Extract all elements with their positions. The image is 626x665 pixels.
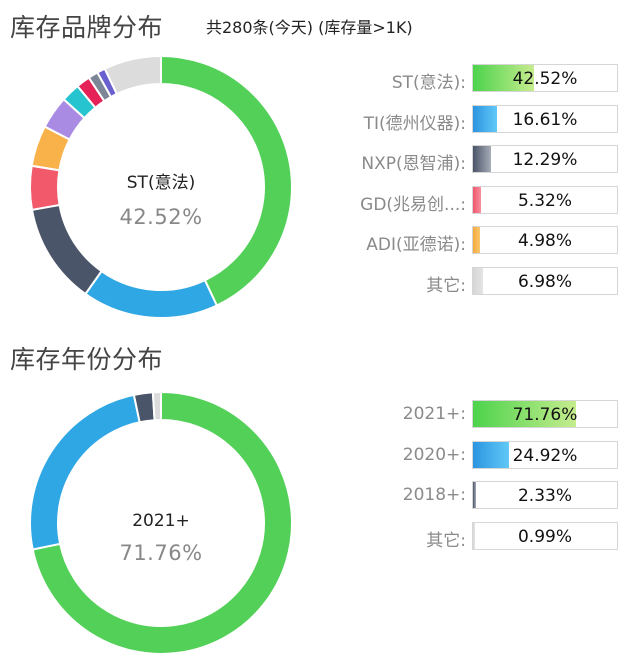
year-slice-0[interactable] [31, 390, 293, 655]
year-legend-percent-3: 0.99% [517, 526, 572, 547]
year-legend-percent-2: 2.33% [517, 486, 572, 507]
brand-slice-0[interactable] [160, 54, 293, 307]
year-legend-label-3: 其它: [426, 530, 466, 551]
year-slice-1[interactable] [29, 393, 141, 551]
year-legend-percent-0: 71.76% [512, 405, 578, 425]
brand-legend-label-3: GD(兆易创...: [360, 194, 466, 215]
brand-legend-percent-3: 5.32% [517, 190, 572, 211]
brand-legend-label-5: 其它: [426, 276, 466, 296]
brand-donut-chart[interactable]: ST(意法) 42.52% [29, 54, 293, 319]
year-legend-bar-1[interactable]: 24.92% [472, 440, 618, 469]
brand-section-title: 库存品牌分布 [10, 13, 164, 42]
brand-legend-percent-5: 6.98% [517, 272, 572, 292]
brand-legend-percent-1: 16.61% [512, 109, 578, 130]
brand-legend-label-1: TI(德州仪器): [363, 113, 466, 134]
brand-legend-bar-1[interactable]: 16.61% [472, 104, 618, 133]
brand-legend-bar-fill-0 [473, 65, 534, 91]
year-donut-chart[interactable]: 2021+ 71.76% [29, 390, 293, 655]
brand-legend-percent-0: 42.52% [512, 69, 578, 89]
brand-legend-percent-4: 4.98% [517, 231, 572, 252]
brand-slice-3[interactable] [29, 164, 61, 211]
year-center-name: 2021+ [132, 511, 190, 531]
year-legend-bar-3[interactable]: 0.99% [472, 521, 618, 550]
brand-legend-bar-3[interactable]: 5.32% [472, 185, 618, 214]
year-legend-bar-fill-3 [473, 522, 475, 549]
year-center-percent: 71.76% [119, 541, 202, 565]
brand-legend-label-2: NXP(恩智浦): [361, 154, 466, 175]
year-legend-label-2: 2018+: [402, 485, 466, 506]
brand-legend-percent-2: 12.29% [512, 150, 578, 171]
brand-legend-bar-fill-5 [473, 268, 483, 294]
brand-center-name: ST(意法) [127, 173, 195, 193]
year-legend-label-0: 2021+: [402, 404, 466, 424]
brand-legend-bar-fill-4 [473, 227, 480, 254]
year-slice-3[interactable] [151, 390, 162, 422]
year-legend-bar-fill-0 [473, 401, 576, 427]
brand-slice-2[interactable] [30, 203, 103, 296]
brand-legend-bar-fill-2 [473, 146, 491, 173]
brand-legend-label-4: ADI(亚德诺): [366, 235, 466, 256]
brand-legend-bar-2[interactable]: 12.29% [472, 145, 618, 174]
brand-legend-bar-fill-1 [473, 105, 497, 132]
brand-slice-1[interactable] [84, 269, 219, 319]
brand-slice-10[interactable] [103, 54, 162, 96]
brand-legend-bar-4[interactable]: 4.98% [472, 226, 618, 255]
year-legend-bar-2[interactable]: 2.33% [472, 481, 618, 510]
year-legend-bar-0[interactable]: 71.76% [472, 400, 618, 428]
brand-legend-bar-5[interactable]: 6.98% [472, 267, 618, 295]
year-legend-bar-fill-2 [473, 482, 476, 509]
year-legend-percent-1: 24.92% [512, 445, 578, 466]
brand-legend-label-0: ST(意法): [391, 73, 466, 93]
year-section-title: 库存年份分布 [10, 345, 164, 374]
brand-center-percent: 42.52% [119, 205, 202, 229]
year-legend-label-1: 2020+: [402, 444, 466, 465]
year-legend-bar-fill-1 [473, 441, 509, 468]
brand-subtitle: 共280条(今天) (库存量>1K) [206, 18, 413, 37]
brand-legend-bar-0[interactable]: 42.52% [472, 64, 618, 92]
brand-legend-bar-fill-3 [473, 186, 481, 213]
